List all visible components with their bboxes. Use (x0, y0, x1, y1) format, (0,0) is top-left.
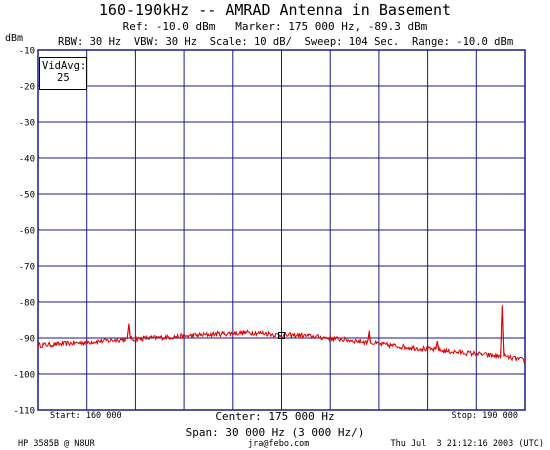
marker-point (278, 331, 285, 339)
start-frequency: Start: 160 000 (50, 411, 122, 421)
vidavg-box (39, 57, 87, 90)
y-tick-label: -60 (19, 227, 35, 237)
trace-spike (500, 307, 505, 357)
trace-line (37, 305, 526, 365)
y-tick-label: -20 (19, 83, 35, 93)
span-readout: Span: 30 000 Hz (3 000 Hz/) (185, 426, 365, 439)
trace (37, 305, 526, 365)
y-axis-unit: dBm (5, 33, 24, 44)
timestamp-label: Thu Jul 3 21:12:16 2003 (UTC) (390, 439, 544, 449)
y-tick-label: -70 (19, 263, 35, 273)
grid (37, 49, 526, 411)
y-tick-label: -10 (19, 47, 35, 57)
instrument-label: HP 3585B @ N8UR (18, 439, 95, 449)
plot-frame (37, 49, 526, 411)
y-tick-label: -90 (19, 335, 35, 345)
trace-spike (367, 332, 372, 343)
vidavg-label: VidAvg: (42, 60, 87, 72)
stop-frequency: Stop: 190 000 (451, 411, 518, 421)
email-label: jra@febo.com (248, 439, 310, 449)
trace-spike (435, 341, 440, 351)
y-tick-label: -50 (19, 191, 35, 201)
y-tick-label: -30 (19, 119, 35, 129)
y-tick-label: -100 (13, 371, 35, 381)
chart-title: 160-190kHz -- AMRAD Antenna in Basement (98, 1, 452, 19)
analyzer-settings: RBW: 30 Hz VBW: 30 Hz Scale: 10 dB/ Swee… (58, 36, 514, 48)
center-frequency: Center: 175 000 Hz (215, 410, 335, 423)
y-tick-label: -80 (19, 299, 35, 309)
trace-spike (126, 323, 132, 340)
ref-marker-readout: Ref: -10.0 dBm Marker: 175 000 Hz, -89.3… (122, 20, 428, 33)
y-tick-labels: -10 -20 -30 -40 -50 -60 -70 -80 -90 -100 -110 (13, 47, 35, 417)
y-tick-label: -40 (19, 155, 35, 165)
y-tick-label: -110 (13, 407, 35, 417)
vidavg-value: 25 (57, 72, 70, 84)
